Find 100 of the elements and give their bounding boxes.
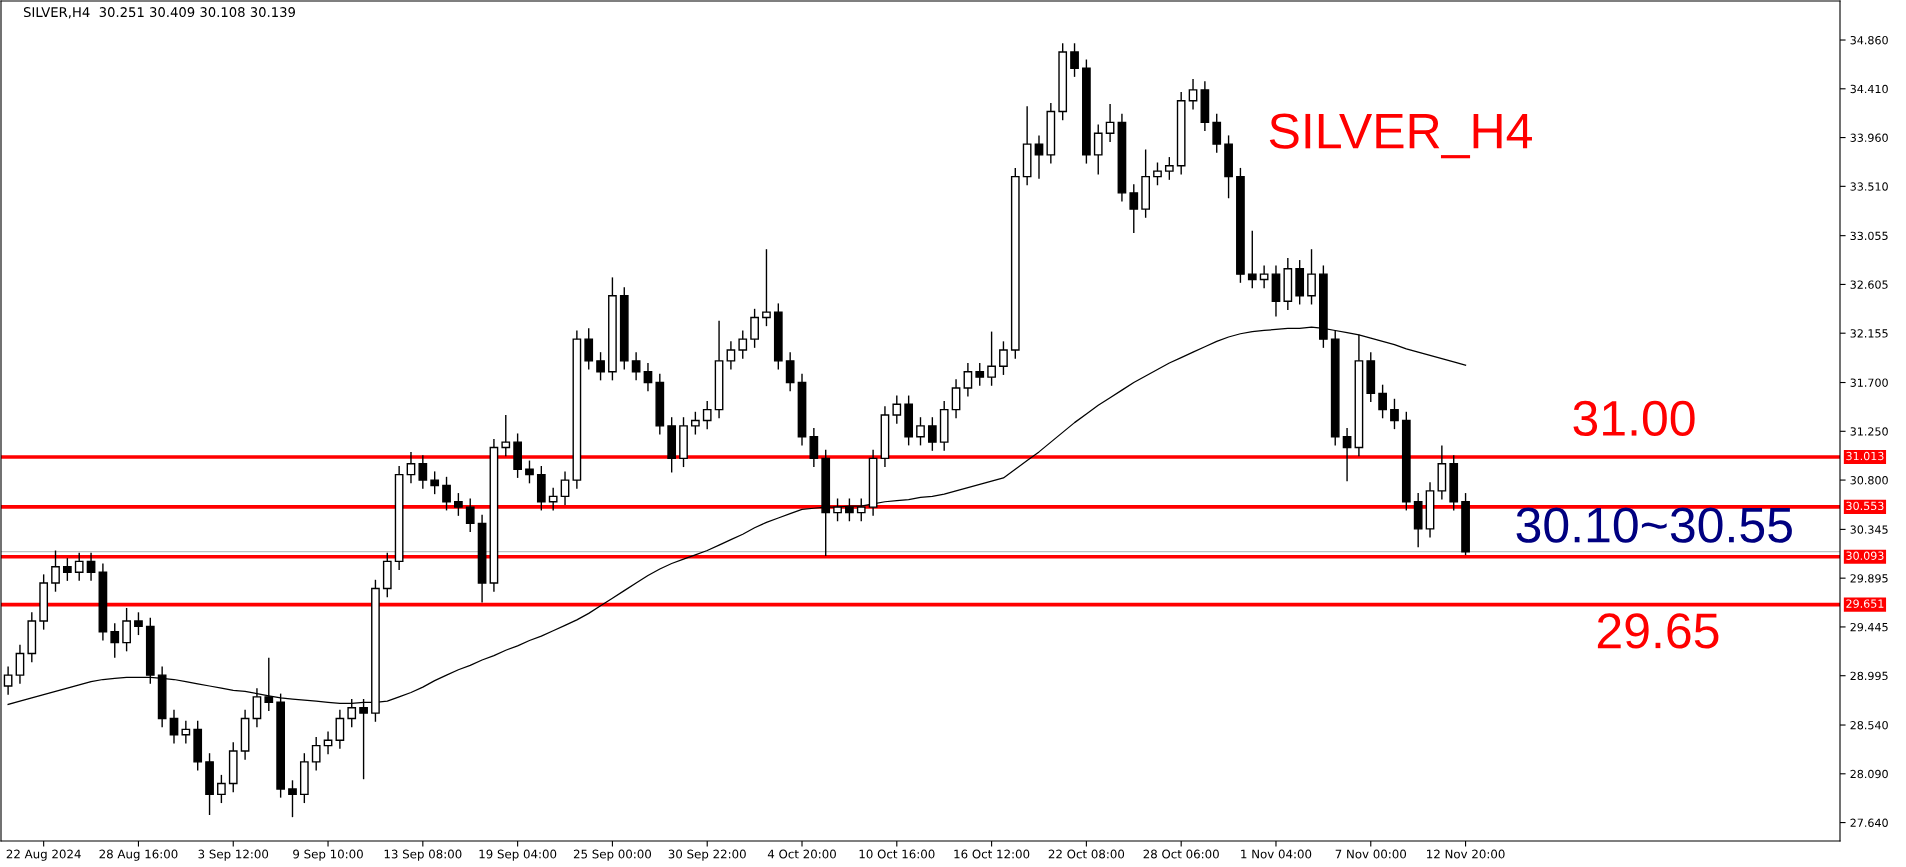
y-tick-label: 30.800 <box>1850 476 1888 485</box>
candlestick <box>856 497 866 522</box>
candlestick <box>726 340 736 371</box>
x-tick-label: 12 Nov 20:00 <box>1427 849 1505 859</box>
candlestick <box>927 416 937 452</box>
candlestick <box>548 486 558 512</box>
y-tick-label: 31.700 <box>1850 378 1888 387</box>
candlestick <box>1378 383 1387 419</box>
candlestick <box>916 416 925 447</box>
candlestick <box>999 340 1008 376</box>
candlestick <box>51 549 60 593</box>
candlestick <box>1093 123 1103 176</box>
candlestick <box>501 414 511 457</box>
y-tick-label: 33.510 <box>1850 182 1888 191</box>
candlestick <box>406 451 416 485</box>
candlestick <box>702 400 712 430</box>
candlestick <box>1390 398 1399 430</box>
candlestick <box>418 454 428 490</box>
y-tick-label: 30.345 <box>1850 525 1888 534</box>
y-tick-label: 31.250 <box>1850 427 1888 436</box>
x-tick-label: 9 Sep 10:00 <box>293 849 363 861</box>
text: 29.65 <box>1597 613 1719 649</box>
candlestick <box>62 557 72 582</box>
candlestick <box>430 470 440 495</box>
candlestick <box>987 330 996 387</box>
x-tick-label: 22 Oct 08:00 <box>1048 849 1125 859</box>
candlestick <box>335 709 345 750</box>
candlestick <box>1212 113 1222 154</box>
candlestick <box>3 665 13 696</box>
candlestick <box>1129 183 1139 234</box>
candlestick <box>762 248 771 327</box>
candlestick <box>122 607 131 653</box>
x-tick-label: 25 Sep 00:00 <box>573 849 652 861</box>
annotation: SILVER_H4 <box>1269 113 1532 159</box>
candlestick <box>86 551 96 582</box>
y-tick-label: 29.445 <box>1850 622 1888 632</box>
x-tick-label: 10 Oct 16:00 <box>859 849 935 859</box>
x-tick-label: 7 Nov 00:00 <box>1335 849 1407 859</box>
y-tick-label: 33.960 <box>1850 133 1888 142</box>
candlestick <box>15 644 25 685</box>
x-tick-label: 1 Nov 04:00 <box>1241 849 1312 859</box>
candlestick <box>454 492 463 517</box>
x-tick-label: 3 Sep 12:00 <box>198 849 269 861</box>
candlestick <box>1259 264 1269 289</box>
y-tick-label: 33.055 <box>1850 231 1888 241</box>
y-tick-label: 32.605 <box>1850 280 1888 289</box>
candlestick <box>845 497 854 522</box>
ref-line-label: 30.093 <box>1846 551 1884 560</box>
candlestick <box>584 327 594 371</box>
candlestick <box>1164 156 1174 181</box>
y-tick-label: 28.090 <box>1850 769 1888 779</box>
candlestick <box>750 308 759 349</box>
candlestick <box>134 611 143 636</box>
candlestick <box>288 779 297 818</box>
candlestick <box>596 351 605 382</box>
candlestick <box>892 394 902 425</box>
x-tick-label: 4 Oct 20:00 <box>767 849 836 859</box>
candlestick <box>1153 161 1162 186</box>
candlestick <box>785 351 795 392</box>
y-tick-label: 27.640 <box>1850 818 1888 827</box>
candlestick <box>465 497 475 533</box>
candlestick <box>217 774 226 804</box>
text: 31.00 <box>1573 400 1695 437</box>
candlestick <box>643 362 653 392</box>
candlestick <box>738 329 748 360</box>
y-tick-label: 34.410 <box>1850 84 1888 94</box>
candlestick <box>110 622 120 659</box>
x-tick-label: 28 Aug 16:00 <box>99 849 178 861</box>
candlestick <box>1307 248 1316 306</box>
candlestick <box>1188 78 1198 111</box>
candlestick <box>74 551 84 582</box>
x-tick-label: 28 Oct 06:00 <box>1143 849 1219 859</box>
candlestick <box>1070 42 1079 78</box>
candlestick <box>560 470 570 506</box>
candlestick <box>1105 103 1115 143</box>
y-tick-label: 28.995 <box>1850 671 1888 681</box>
candlestick <box>809 427 819 468</box>
x-tick-label: 16 Oct 12:00 <box>954 849 1030 859</box>
candlestick <box>1247 230 1257 289</box>
x-tick-label: 22 Aug 2024 <box>6 849 81 861</box>
candlestick <box>951 378 961 419</box>
x-tick-label: 30 Sep 22:00 <box>668 849 746 861</box>
y-tick-label: 29.895 <box>1850 574 1888 583</box>
ref-line-label: 31.013 <box>1846 451 1884 461</box>
candlestick <box>525 459 534 485</box>
chart-title: SILVER,H4 30.251 30.409 30.108 30.139 <box>23 7 295 19</box>
x-tick-label: 19 Sep 04:00 <box>479 849 557 861</box>
candlestick <box>311 736 321 772</box>
text: 30.10~30.55 <box>1516 507 1792 543</box>
candlestick <box>1034 134 1044 180</box>
x-tick-label: 13 Sep 08:00 <box>384 849 462 861</box>
y-tick-label: 28.540 <box>1850 721 1888 730</box>
ref-line-label: 29.651 <box>1846 599 1884 608</box>
candlestick <box>181 719 191 745</box>
candlestick <box>975 362 985 387</box>
y-tick-label: 32.155 <box>1850 329 1888 338</box>
candlestick <box>833 497 842 522</box>
candlestick <box>631 351 641 382</box>
ref-line-label: 30.553 <box>1846 501 1884 511</box>
y-tick-label: 34.860 <box>1850 35 1888 45</box>
